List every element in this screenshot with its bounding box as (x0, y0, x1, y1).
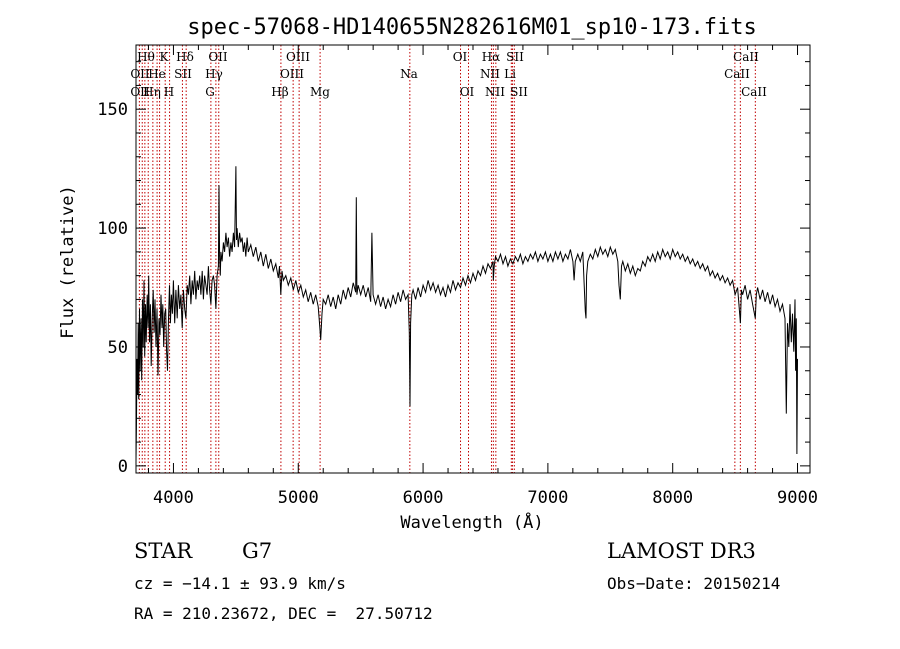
line-label: OI (460, 85, 475, 99)
line-label: OIII (280, 67, 304, 81)
y-tick-label: 100 (97, 219, 128, 239)
line-label: He (148, 67, 166, 81)
x-tick-label: 5000 (278, 488, 319, 508)
line-label: H (164, 85, 174, 99)
line-label: Na (400, 67, 418, 81)
x-tick-label: 4000 (153, 488, 194, 508)
line-label: SII (506, 50, 524, 64)
x-tick-label: 8000 (652, 488, 693, 508)
coordinates: RA = 210.23672, DEC = 27.50712 (134, 604, 433, 623)
line-label: Hγ (205, 67, 223, 81)
chart-title: spec-57068-HD140655N282616M01_sp10-173.f… (187, 15, 757, 40)
y-axis-label: Flux (relative) (58, 185, 78, 339)
x-tick-label: 6000 (403, 488, 444, 508)
subclass: G7 (242, 539, 273, 563)
line-label: OII (130, 67, 150, 81)
observation-date: Obs−Date: 20150214 (607, 574, 781, 593)
axes-layer: 4000 5000 6000 7000 8000 9000 0 50 100 150 (97, 45, 818, 508)
x-axis-label: Wavelength (Å) (400, 511, 543, 533)
redshift-velocity: cz = −14.1 ± 93.9 km/s (134, 574, 346, 593)
survey-name: LAMOST DR3 (607, 539, 756, 563)
line-label: Li (504, 67, 516, 81)
y-tick-label: 150 (97, 100, 128, 120)
line-label: NII (485, 85, 505, 99)
line-label: Hδ (176, 50, 194, 64)
line-label: OII (130, 85, 150, 99)
line-label: OI (453, 50, 468, 64)
line-label: G (205, 85, 215, 99)
object-class: STAR (134, 539, 193, 563)
line-label: NII (480, 67, 500, 81)
x-tick-label: 7000 (527, 488, 568, 508)
line-label: Hα (482, 50, 501, 64)
line-label: OII (208, 50, 228, 64)
line-label: Mg (310, 85, 330, 99)
y-tick-label: 0 (118, 457, 128, 477)
line-label: SII (510, 85, 528, 99)
line-label: Hβ (271, 85, 288, 99)
x-tick-label: 9000 (777, 488, 818, 508)
line-label: Hθ (137, 50, 155, 64)
spectrum-line (135, 166, 798, 462)
line-label: CaII (741, 85, 767, 99)
line-label: OIII (286, 50, 310, 64)
line-label: SII (174, 67, 192, 81)
plot-frame (135, 44, 811, 474)
y-tick-label: 50 (108, 338, 128, 358)
line-label: Hη (143, 85, 161, 99)
line-label: CaII (733, 50, 759, 64)
line-label: K (160, 50, 170, 64)
spectral-lines-layer (138, 45, 756, 473)
line-label: CaII (724, 67, 750, 81)
